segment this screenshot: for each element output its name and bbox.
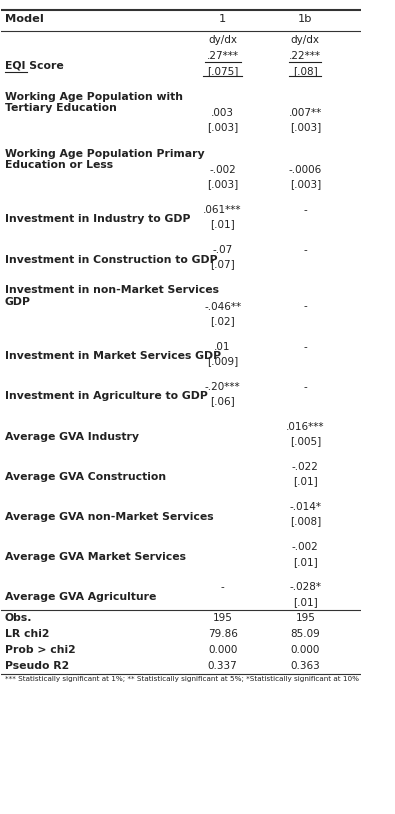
Text: Working Age Population with
Tertiary Education: Working Age Population with Tertiary Edu…: [5, 92, 183, 113]
Text: .27***: .27***: [207, 51, 239, 61]
Text: Investment in Construction to GDP: Investment in Construction to GDP: [5, 255, 218, 265]
Text: .061***: .061***: [203, 204, 242, 215]
Text: .01: .01: [214, 342, 231, 352]
Text: [.01]: [.01]: [210, 219, 235, 230]
Text: -.002: -.002: [209, 164, 236, 175]
Text: Average GVA Construction: Average GVA Construction: [5, 471, 166, 482]
Text: Investment in Market Services GDP: Investment in Market Services GDP: [5, 352, 221, 361]
Text: Investment in Industry to GDP: Investment in Industry to GDP: [5, 214, 190, 225]
Text: .003: .003: [211, 107, 234, 118]
Text: [.07]: [.07]: [210, 260, 235, 269]
Text: 0.337: 0.337: [208, 661, 237, 671]
Text: -: -: [303, 342, 307, 352]
Text: [.009]: [.009]: [207, 357, 238, 366]
Text: [.075]: [.075]: [207, 66, 238, 76]
Text: -.07: -.07: [213, 245, 233, 255]
Text: [.01]: [.01]: [293, 557, 318, 567]
Text: [.008]: [.008]: [290, 517, 321, 527]
Text: Investment in Agriculture to GDP: Investment in Agriculture to GDP: [5, 392, 208, 401]
Text: Model: Model: [5, 14, 44, 24]
Text: EQI Score: EQI Score: [5, 61, 64, 71]
Text: [.005]: [.005]: [290, 436, 321, 446]
Text: .22***: .22***: [289, 51, 321, 61]
Text: -.002: -.002: [292, 542, 319, 552]
Text: 1b: 1b: [298, 14, 312, 24]
Text: -: -: [221, 582, 224, 592]
Text: [.01]: [.01]: [293, 597, 318, 606]
Text: [.003]: [.003]: [207, 122, 238, 133]
Text: Investment in non-Market Services
GDP: Investment in non-Market Services GDP: [5, 286, 219, 307]
Text: [.01]: [.01]: [293, 476, 318, 487]
Text: LR chi2: LR chi2: [5, 628, 49, 639]
Text: [.003]: [.003]: [207, 179, 238, 189]
Text: Average GVA Agriculture: Average GVA Agriculture: [5, 592, 156, 602]
Text: -.028*: -.028*: [289, 582, 321, 592]
Text: Obs.: Obs.: [5, 613, 32, 623]
Text: -.046**: -.046**: [204, 301, 241, 312]
Text: 0.000: 0.000: [291, 645, 320, 654]
Text: 0.000: 0.000: [208, 645, 237, 654]
Text: *** Statistically significant at 1%; ** Statistically significant at 5%; *Statis: *** Statistically significant at 1%; ** …: [5, 676, 359, 682]
Text: -: -: [303, 382, 307, 392]
Text: [.02]: [.02]: [210, 316, 235, 326]
Text: 195: 195: [295, 613, 315, 623]
Text: dy/dx: dy/dx: [208, 35, 237, 46]
Text: [.003]: [.003]: [290, 179, 321, 189]
Text: 79.86: 79.86: [208, 628, 237, 639]
Text: dy/dx: dy/dx: [291, 35, 320, 46]
Text: [.003]: [.003]: [290, 122, 321, 133]
Text: [.06]: [.06]: [210, 396, 235, 406]
Text: .007**: .007**: [289, 107, 322, 118]
Text: 0.363: 0.363: [290, 661, 320, 671]
Text: .016***: .016***: [286, 422, 325, 431]
Text: -: -: [303, 301, 307, 312]
Text: 85.09: 85.09: [290, 628, 320, 639]
Text: -: -: [303, 245, 307, 255]
Text: Average GVA Industry: Average GVA Industry: [5, 431, 139, 441]
Text: Working Age Population Primary
Education or Less: Working Age Population Primary Education…: [5, 148, 205, 170]
Text: 195: 195: [213, 613, 233, 623]
Text: Average GVA non-Market Services: Average GVA non-Market Services: [5, 512, 214, 522]
Text: Average GVA Market Services: Average GVA Market Services: [5, 552, 186, 562]
Text: -.0006: -.0006: [289, 164, 322, 175]
Text: -.022: -.022: [292, 462, 319, 472]
Text: Prob > chi2: Prob > chi2: [5, 645, 76, 654]
Text: 1: 1: [219, 14, 226, 24]
Text: -: -: [303, 204, 307, 215]
Text: [.08]: [.08]: [293, 66, 318, 76]
Text: Pseudo R2: Pseudo R2: [5, 661, 69, 671]
Text: -.014*: -.014*: [289, 502, 321, 512]
Text: -.20***: -.20***: [205, 382, 241, 392]
